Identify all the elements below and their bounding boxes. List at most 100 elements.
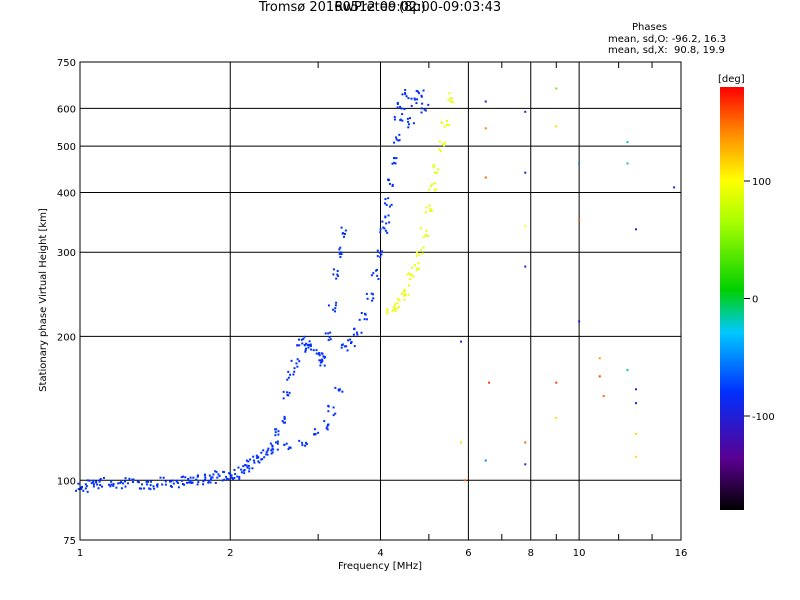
o-mode-point [124,485,127,488]
x-mode-point [429,207,432,210]
o-mode-point [202,483,205,486]
o-mode-point [356,333,359,336]
scatter-point [602,395,605,398]
o-mode-point [77,482,80,485]
scatter-point [555,381,558,384]
y-tick-label: 500 [57,142,76,153]
o-mode-point [95,481,98,484]
x-mode-point [420,248,423,251]
y-tick-label: 400 [57,188,76,199]
o-mode-point [309,343,312,346]
o-mode-point [420,111,423,114]
x-mode-point [425,229,428,232]
o-mode-point [387,214,390,217]
o-mode-point [112,484,115,487]
x-mode-point [424,211,427,214]
o-mode-point [303,335,306,338]
o-mode-point [212,473,215,476]
o-mode-point [237,466,240,469]
o-mode-point [332,273,335,276]
x-mode-point [391,309,394,312]
x-mode-point [444,141,447,144]
o-mode-point [341,390,344,393]
o-mode-point [390,203,393,206]
o-mode-point [285,442,288,445]
o-mode-point [383,227,386,230]
o-mode-point [115,486,118,489]
x-mode-point [416,267,419,270]
scatter-point [578,162,581,165]
x-mode-point [393,303,396,306]
scatter-point [634,388,637,391]
o-mode-point [152,485,155,488]
o-mode-point [99,478,102,481]
o-mode-point [252,455,255,458]
x-mode-point [396,298,399,301]
scatter-point [524,171,527,174]
x-mode-point [450,100,453,103]
o-mode-point [196,474,199,477]
o-mode-point [277,433,280,436]
o-mode-point [75,489,78,492]
x-mode-point [439,150,442,153]
o-mode-point [395,138,398,141]
o-mode-point [227,478,230,481]
o-mode-point [408,123,411,126]
o-mode-point [346,349,349,352]
o-mode-point [138,487,141,490]
o-mode-point [117,482,120,485]
o-mode-point [110,483,113,486]
o-mode-point [310,348,313,351]
o-mode-point [385,222,388,225]
o-mode-point [308,343,311,346]
o-mode-point [384,215,387,218]
x-mode-point [424,233,427,236]
o-mode-point [287,370,290,373]
o-mode-point [405,95,408,98]
o-mode-point [245,459,248,462]
colorbar-label: [deg] [718,74,745,85]
o-mode-point [156,485,159,488]
o-mode-point [255,454,258,457]
o-mode-point [388,182,391,185]
o-mode-point [393,141,396,144]
o-mode-point [210,478,213,481]
x-mode-point [403,298,406,301]
o-mode-point [292,373,295,376]
o-mode-point [202,480,205,483]
o-mode-point [332,414,335,417]
o-mode-point [277,430,280,433]
o-mode-point [303,344,306,347]
o-mode-point [407,97,410,100]
x-mode-point [450,97,453,100]
x-mode-point [403,289,406,292]
o-mode-point [203,473,206,476]
o-mode-point [232,478,235,481]
o-mode-point [286,393,289,396]
colorbar [720,87,744,510]
x-mode-point [428,209,431,212]
o-mode-point [338,388,341,391]
o-mode-point [370,274,373,277]
chart-subtitle: RwPretec (8p) [334,0,426,15]
o-mode-point [329,338,332,341]
o-mode-point [191,481,194,484]
o-mode-point [365,318,368,321]
o-mode-point [327,339,330,342]
x-mode-point [386,310,389,313]
o-mode-point [421,102,424,105]
o-mode-point [249,458,252,461]
x-mode-point [417,267,420,270]
o-mode-point [192,476,195,479]
o-mode-point [162,476,165,479]
o-mode-point [276,448,279,451]
y-tick-label: 300 [57,248,76,259]
o-mode-point [221,479,224,482]
o-mode-point [252,459,255,462]
x-mode-point [449,97,452,100]
x-mode-point [443,125,446,128]
o-mode-point [352,333,355,336]
o-mode-point [416,90,419,93]
x-mode-point [438,140,441,143]
o-mode-point [341,232,344,235]
